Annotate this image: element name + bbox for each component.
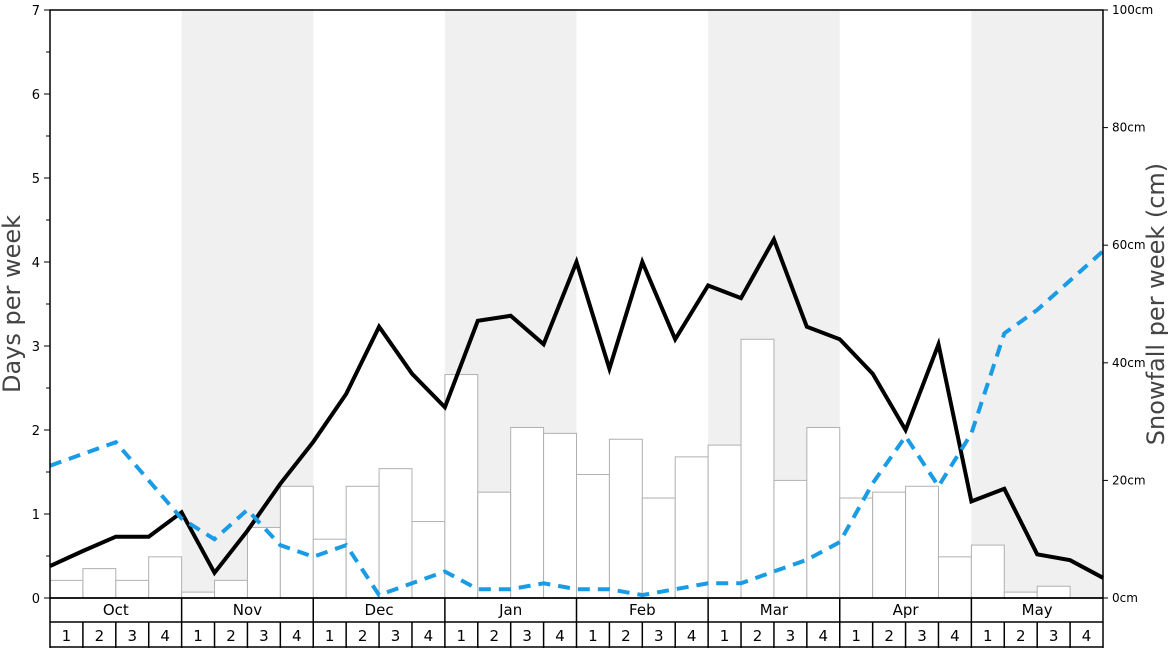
snowfall-bar	[345, 485, 380, 599]
right-tick-label: 100cm	[1112, 3, 1153, 17]
week-label: 4	[424, 627, 434, 645]
snowfall-bar	[608, 438, 643, 599]
left-tick-label: 0	[32, 592, 40, 607]
week-label: 1	[457, 627, 467, 645]
left-tick-label: 6	[32, 88, 40, 103]
left-tick-label: 4	[32, 256, 40, 271]
left-tick-label: 5	[32, 172, 40, 187]
left-tick-label: 3	[32, 340, 40, 355]
snowfall-bar	[1003, 591, 1038, 599]
snowfall-bar	[510, 426, 545, 599]
right-tick-label: 0cm	[1112, 591, 1138, 605]
snowfall-bar	[576, 474, 610, 599]
snowfall-bar	[246, 526, 281, 599]
snowfall-bar	[872, 491, 907, 599]
week-label: 1	[62, 627, 72, 645]
snowfall-bar	[49, 579, 84, 599]
week-label: 2	[95, 627, 105, 645]
left-tick-label: 2	[32, 424, 40, 439]
week-label: 2	[489, 627, 499, 645]
snowfall-trend-line	[49, 249, 1105, 598]
week-label: 3	[127, 627, 137, 645]
month-label: Oct	[103, 601, 129, 619]
left-axis: 0 1 2 3 4 5 6 7	[32, 4, 50, 607]
week-label: 1	[193, 627, 203, 645]
week-label: 4	[687, 627, 697, 645]
snowfall-bar	[181, 591, 216, 599]
week-label: 3	[259, 627, 269, 645]
week-label: 1	[588, 627, 598, 645]
snowfall-bar	[905, 485, 939, 599]
week-label: 4	[555, 627, 565, 645]
snowfall-bar	[937, 556, 972, 599]
snowfall-bar	[1036, 585, 1071, 599]
snowfall-bar	[411, 521, 446, 599]
snowfall-bar	[543, 432, 577, 599]
week-label: 4	[950, 627, 960, 645]
snowfall-bars	[49, 338, 1071, 599]
week-label: 3	[917, 627, 927, 645]
month-bands	[181, 10, 1103, 598]
week-label: 3	[654, 627, 664, 645]
right-tick-label: 60cm	[1112, 238, 1146, 252]
month-label: Mar	[760, 601, 789, 619]
snowfall-bar	[148, 556, 183, 599]
snowfall-bar	[115, 579, 150, 599]
snowfall-bar	[641, 497, 676, 599]
month-label: Feb	[629, 601, 656, 619]
week-label: 4	[292, 627, 302, 645]
right-axis: 0cm 20cm 40cm 60cm 80cm 100cm	[1103, 3, 1153, 605]
week-label: 1	[851, 627, 861, 645]
week-label: 2	[884, 627, 894, 645]
snowfall-bar	[444, 374, 479, 599]
month-label: May	[1022, 601, 1053, 619]
right-tick-label: 40cm	[1112, 356, 1146, 370]
days-per-week-line	[49, 234, 1104, 580]
week-label: 3	[786, 627, 796, 645]
week-label: 2	[358, 627, 368, 645]
right-tick-label: 80cm	[1112, 121, 1146, 135]
y-axis-left-title: Days per week	[0, 215, 26, 393]
week-label: 2	[753, 627, 763, 645]
series-lines	[49, 234, 1105, 598]
week-label: 1	[325, 627, 335, 645]
snowfall-bar	[378, 468, 413, 599]
month-label: Apr	[893, 601, 920, 619]
snowfall-bar	[674, 456, 709, 599]
week-label: 3	[522, 627, 532, 645]
snowfall-bar	[82, 568, 117, 599]
right-tick-label: 20cm	[1112, 473, 1146, 487]
snowfall-bar	[806, 426, 841, 599]
x-axis: Oct 1 2 3 4 Nov 1 2 3 4 Dec 1 2 3 4 Jan 1 2 3 4 Feb 1 2 3 4 Mar 1 2…	[49, 597, 1104, 648]
week-label: 1	[983, 627, 993, 645]
week-label: 3	[1049, 627, 1059, 645]
snowfall-bar	[740, 338, 775, 599]
week-label: 4	[160, 627, 170, 645]
y-axis-right-title: Snowfall per week (cm)	[1142, 163, 1168, 445]
month-band	[971, 10, 1103, 598]
week-label: 4	[819, 627, 829, 645]
snowfall-bar	[773, 479, 808, 599]
week-label: 2	[621, 627, 631, 645]
snowfall-bar	[707, 444, 742, 599]
week-label: 4	[1082, 627, 1092, 645]
week-label: 1	[720, 627, 730, 645]
snowfall-bar	[970, 544, 1005, 599]
snowfall-bar	[214, 579, 248, 599]
snowfall-bar	[279, 485, 314, 599]
snowfall-bar	[477, 491, 512, 599]
month-label: Nov	[233, 601, 262, 619]
week-label: 2	[226, 627, 236, 645]
week-label: 2	[1016, 627, 1026, 645]
left-tick-label: 1	[32, 508, 40, 523]
week-label: 3	[391, 627, 401, 645]
left-tick-label: 7	[32, 4, 40, 19]
month-label: Dec	[365, 601, 394, 619]
month-label: Jan	[498, 601, 522, 619]
